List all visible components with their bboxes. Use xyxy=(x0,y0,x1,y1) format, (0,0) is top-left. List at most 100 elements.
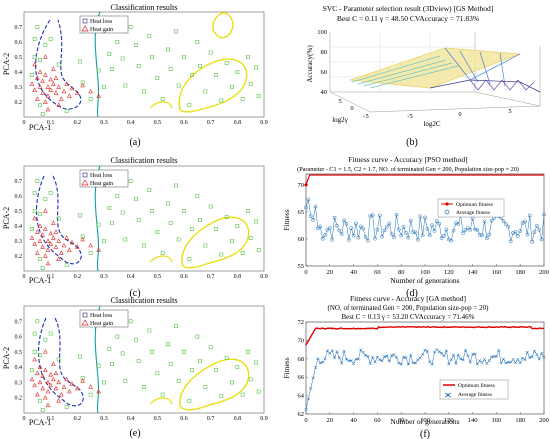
panel-f-average-point xyxy=(440,351,444,355)
panel-c-legend-gain-marker xyxy=(81,179,89,186)
panel-f-average-point xyxy=(430,362,434,366)
panel-a-heat-gain-point xyxy=(64,81,69,86)
panel-e-heat-loss-point xyxy=(64,404,69,409)
panel-e-heat-gain-point xyxy=(40,385,45,391)
panel-d-ytick: 65 xyxy=(298,209,305,216)
panel-c-heat-loss-point xyxy=(155,230,160,234)
panel-c-ytick: 0.7 xyxy=(15,179,23,185)
panel-a-title: Classification results xyxy=(111,3,178,12)
panel-c-heat-loss-point xyxy=(214,227,218,231)
panel-f-legend-avg-marker xyxy=(444,392,452,398)
panel-e-heat-gain-point xyxy=(59,392,64,397)
panel-a-heat-loss-point xyxy=(43,43,48,47)
panel-c-heat-loss-point xyxy=(32,191,37,195)
panel-f-average-point xyxy=(444,349,449,353)
panel-e-plot-area xyxy=(23,305,265,414)
panel-a-xtick: 0.8 xyxy=(234,120,242,126)
panel-d-average-point xyxy=(330,237,335,242)
panel-a-heat-loss-point xyxy=(195,40,200,44)
panel-d-average-point xyxy=(511,231,515,235)
panel-f-average-point xyxy=(413,361,418,365)
panel-d-average-point xyxy=(354,221,358,226)
panel-d-ytick: 70 xyxy=(298,182,305,189)
panel-d-average-point xyxy=(475,227,480,232)
panel-c-heat-loss-point xyxy=(78,213,82,218)
panel-d-series xyxy=(304,174,546,244)
panel-e-heat-gain-point xyxy=(75,385,80,391)
panel-d-optimum-marker xyxy=(304,183,308,187)
panel-f-xlabel: Number of generations xyxy=(390,417,459,426)
panel-f-average-point xyxy=(535,353,539,356)
panel-c-xtick: 0.1 xyxy=(47,274,55,280)
panel-d-average-point xyxy=(518,229,523,233)
panel-c-heat-loss-point xyxy=(147,188,152,192)
panel-a-heat-gain-point xyxy=(45,106,51,112)
panel-e-xtick: 0.5 xyxy=(154,416,162,422)
panel-f-average-point xyxy=(330,349,334,353)
panel-f-average-point xyxy=(311,376,315,380)
panel-e-heat-gain-point xyxy=(61,384,67,389)
panel-c-heat-loss-point xyxy=(168,221,173,225)
panel-d-average-point xyxy=(506,224,511,229)
panel-f-average-point xyxy=(520,356,525,360)
panel-d-average-point xyxy=(425,227,430,231)
panel-c-heat-gain-point xyxy=(48,230,53,236)
panel-d-average-point xyxy=(418,214,423,219)
panel-d-xtick: 40 xyxy=(350,269,357,276)
panel-f-average-point xyxy=(354,357,358,361)
panel-e-heat-loss-point xyxy=(102,380,106,385)
panel-a-heat-gain-point xyxy=(61,88,67,94)
panel-f-average-point xyxy=(337,356,341,360)
panel-d-xtick: 140 xyxy=(468,269,478,276)
panel-a-heat-loss-point xyxy=(203,89,208,94)
panel-b-xtick-0: 0 xyxy=(458,111,461,118)
panel-d-letter: (d) xyxy=(406,288,418,299)
panel-f-average-point xyxy=(420,353,425,356)
panel-c-heat-loss-point xyxy=(134,197,138,201)
panel-a-heat-gain-point xyxy=(37,84,43,89)
panel-d-average-point xyxy=(537,227,542,232)
panel-d-average-point xyxy=(385,224,389,229)
panel-c-heat-loss-point xyxy=(235,224,240,228)
panel-f-average-point xyxy=(447,362,451,366)
panel-b-ytick-m5: -5 xyxy=(363,113,368,120)
panel-d-average-point xyxy=(427,233,432,238)
panel-e-heat-gain-point xyxy=(35,370,40,375)
panel-f-average-point xyxy=(523,358,527,362)
panel-e-heat-loss-point xyxy=(43,337,48,342)
panel-e-heat-loss-point xyxy=(142,385,146,389)
panel-d-average-point xyxy=(532,230,537,234)
panel-c-heat-loss-point xyxy=(110,221,114,225)
panel-e-heat-gain-point xyxy=(29,376,35,382)
panel-c-heat-loss-point xyxy=(187,257,192,261)
panel-f-average-point xyxy=(482,358,487,361)
panel-e-heat-gain-point xyxy=(67,388,72,394)
panel-d-average-point xyxy=(311,218,315,222)
panel-c-heat-gain-point xyxy=(32,215,37,221)
panel-a-ytick: 0.3 xyxy=(15,85,23,91)
panel-d-average-point xyxy=(485,236,489,241)
panel-d-average-point xyxy=(313,204,318,209)
panel-e-heat-loss-point xyxy=(182,349,186,354)
panel-f-legend-avg: Average fitness xyxy=(458,391,492,398)
panel-c-ytick: 0.2 xyxy=(15,254,23,260)
panel-a-legend-loss: Heat loss xyxy=(90,19,113,25)
panel-e-heat-gain-point xyxy=(88,384,93,389)
panel-e-heat-loss-point xyxy=(110,362,114,366)
panel-d-average-point xyxy=(420,233,425,238)
panel-e-legend-box xyxy=(79,309,129,328)
panel-a-heat-gain-point xyxy=(29,81,35,86)
panel-b-surface-ridge-1 xyxy=(351,55,459,89)
panel-c-heat-loss-point xyxy=(32,209,37,213)
panel-b-surface xyxy=(349,47,541,93)
panel-d-average-point xyxy=(430,223,434,228)
panel-f-xtick: 80 xyxy=(398,417,405,424)
panel-b-surface-front xyxy=(429,79,541,93)
panel-e-legend-gain-marker xyxy=(81,319,89,326)
panel-c-heat-loss-point xyxy=(230,239,234,243)
panel-d-average-point xyxy=(373,236,377,241)
panel-c-heat-gain-point xyxy=(53,229,59,234)
panel-d-average-point xyxy=(392,235,396,240)
panel-c-heat-loss-point xyxy=(128,179,133,183)
panel-f-average-point xyxy=(344,357,349,361)
